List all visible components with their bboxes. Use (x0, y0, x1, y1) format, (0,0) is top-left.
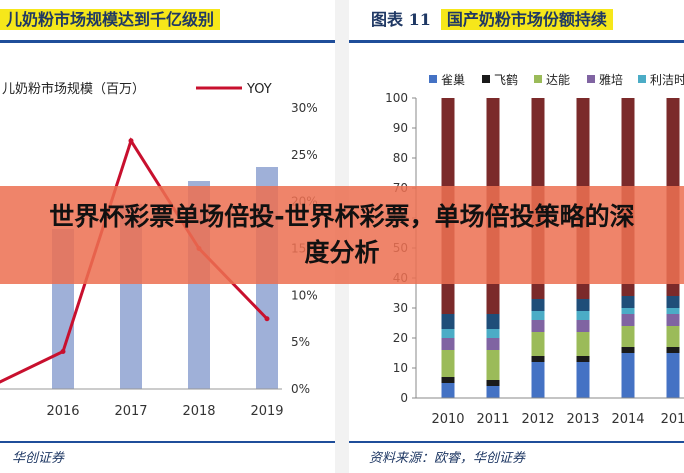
stack-segment (531, 356, 545, 362)
stack-segment (666, 308, 680, 314)
left-chart-title-row: 儿奶粉市场规模达到千亿级别 (0, 6, 221, 32)
stack-segment (531, 320, 545, 332)
figure-label: 图表 11 (371, 10, 431, 29)
x-tick-label: 2011 (476, 412, 509, 427)
right-chart-title: 国产奶粉市场份额持续 (440, 9, 613, 30)
right-top-rule (349, 40, 684, 43)
stack-segment (576, 362, 590, 398)
y-tick-label: 80 (393, 151, 408, 165)
right-bottom-rule (349, 441, 684, 443)
y2-tick-label: 5% (291, 335, 310, 349)
x-tick-label: 2017 (114, 404, 147, 419)
legend-label: 达能 (546, 73, 570, 87)
legend-swatch (638, 75, 646, 83)
stack-segment (441, 338, 455, 350)
stack-segment (486, 380, 500, 386)
y2-tick-label: 10% (291, 288, 318, 302)
stack-segment (441, 314, 455, 329)
stack-segment (441, 329, 455, 338)
stack-segment (666, 326, 680, 347)
x-tick-label: 2010 (431, 412, 464, 427)
stack-segment (576, 299, 590, 311)
legend-swatch (429, 75, 437, 83)
y-tick-label: 100 (385, 91, 408, 105)
yoy-point (60, 349, 66, 355)
stack-segment (441, 383, 455, 398)
stack-segment (666, 347, 680, 353)
stack-segment (621, 314, 635, 326)
x-tick-label: 201 (661, 412, 684, 427)
x-tick-label: 2019 (250, 404, 283, 419)
stack-segment (621, 308, 635, 314)
y2-tick-label: 30% (291, 101, 318, 115)
stack-segment (621, 326, 635, 347)
stack-segment (531, 362, 545, 398)
legend-line-label: YOY (246, 82, 272, 97)
y-tick-label: 10 (393, 361, 408, 375)
stack-segment (441, 377, 455, 383)
legend-swatch (482, 75, 490, 83)
legend-swatch (587, 75, 595, 83)
y-tick-label: 0 (400, 391, 408, 405)
left-top-rule (0, 40, 335, 43)
left-bottom-rule (0, 441, 335, 443)
banner-headline: 世界杯彩票单场倍投-世界杯彩票，单场倍投策略的深度分析 (49, 202, 635, 267)
left-source: 华创证券 (12, 451, 65, 466)
stack-segment (576, 311, 590, 320)
legend-label: 雀巢 (441, 73, 465, 87)
y-tick-label: 20 (393, 331, 408, 345)
left-chart-title: 儿奶粉市场规模达到千亿级别 (0, 9, 221, 30)
y-tick-label: 90 (393, 121, 408, 135)
stack-segment (486, 314, 500, 329)
stack-segment (666, 296, 680, 308)
stack-segment (486, 350, 500, 380)
stack-segment (621, 347, 635, 353)
stack-segment (666, 353, 680, 398)
stack-segment (486, 338, 500, 350)
x-tick-label: 2012 (521, 412, 554, 427)
stack-segment (576, 356, 590, 362)
stack-segment (486, 329, 500, 338)
stack-segment (486, 386, 500, 398)
y2-tick-label: 25% (291, 148, 318, 162)
legend-label: 雅培 (599, 72, 623, 87)
stack-segment (621, 353, 635, 398)
legend-swatch (534, 75, 542, 83)
right-chart-title-row: 图表 11 国产奶粉市场份额持续 (349, 6, 613, 32)
stack-segment (441, 350, 455, 377)
stack-segment (531, 311, 545, 320)
yoy-point (264, 316, 270, 322)
legend-label: 飞鹤 (494, 72, 518, 87)
yoy-point (128, 138, 134, 144)
y-tick-label: 30 (393, 301, 408, 315)
x-tick-label: 2014 (611, 412, 644, 427)
stack-segment (576, 332, 590, 356)
x-tick-label: 2018 (182, 404, 215, 419)
legend-bar-label: 儿奶粉市场规模（百万） (2, 81, 145, 97)
right-source: 资料来源：欧睿，华创证券 (369, 451, 526, 466)
stack-segment (531, 299, 545, 311)
stack-segment (531, 332, 545, 356)
x-tick-label: 2013 (566, 412, 599, 427)
stack-segment (666, 314, 680, 326)
y2-tick-label: 0% (291, 382, 310, 396)
stack-segment (576, 320, 590, 332)
stack-segment (621, 296, 635, 308)
x-tick-label: 2016 (46, 404, 79, 419)
overlay-banner: 世界杯彩票单场倍投-世界杯彩票，单场倍投策略的深度分析 (0, 186, 684, 284)
legend-label: 利洁时 (650, 73, 684, 87)
